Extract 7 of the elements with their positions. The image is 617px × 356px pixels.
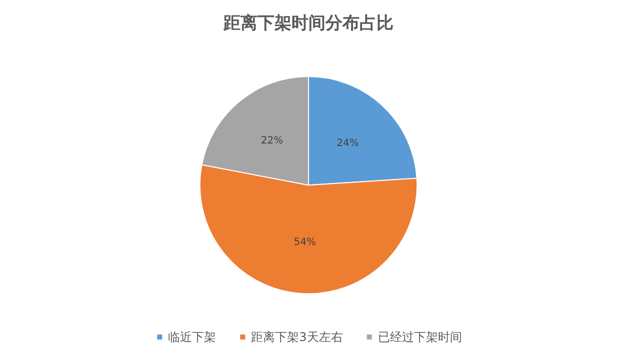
- chart-title: 距离下架时间分布占比: [222, 14, 394, 34]
- data-label: 22%: [260, 135, 284, 146]
- legend-label: 临近下架: [168, 330, 216, 344]
- legend-label: 已经过下架时间: [378, 330, 462, 344]
- data-label: 24%: [336, 138, 359, 149]
- data-label: 54%: [294, 236, 316, 248]
- legend-label: 距离下架3天左右: [251, 330, 343, 344]
